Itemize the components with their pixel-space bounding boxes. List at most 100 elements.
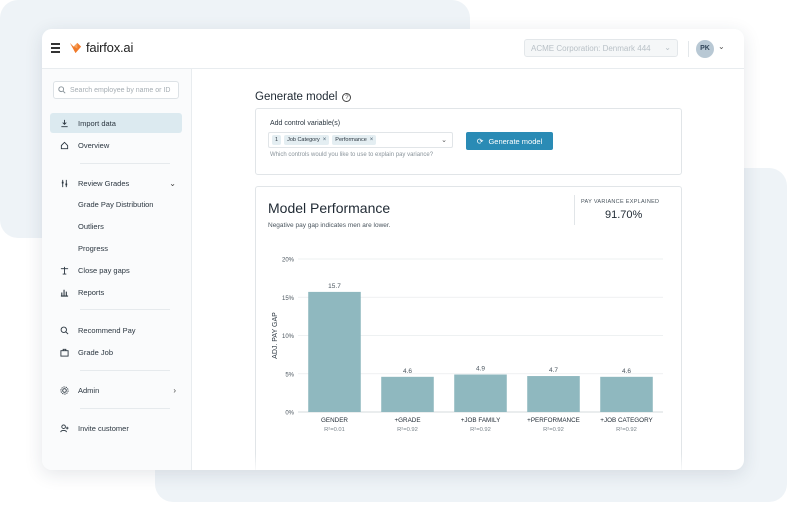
selection-count-badge: 1 bbox=[272, 135, 282, 145]
sidebar-item-admin[interactable]: Admin › bbox=[50, 380, 182, 400]
model-performance-card: Model Performance Negative pay gap indic… bbox=[255, 186, 682, 470]
generate-model-button-label: Generate model bbox=[488, 136, 543, 146]
y-tick-label: 5% bbox=[285, 372, 294, 378]
organization-select[interactable]: ACME Corporation: Denmark 444 ⌄ bbox=[524, 39, 678, 57]
help-icon[interactable]: ? bbox=[342, 92, 352, 102]
data-label: 15.7 bbox=[328, 283, 341, 290]
home-icon bbox=[60, 141, 69, 149]
sidebar-item-label: Review Grades bbox=[78, 178, 130, 188]
model-performance-subtitle: Negative pay gap indicates men are lower… bbox=[268, 222, 391, 229]
model-performance-title: Model Performance bbox=[268, 200, 391, 216]
close-icon[interactable]: × bbox=[369, 137, 374, 143]
top-bar: fairfox.ai ACME Corporation: Denmark 444… bbox=[42, 29, 744, 69]
fox-logo-icon bbox=[69, 42, 82, 54]
sidebar-item-reports[interactable]: Reports bbox=[50, 282, 182, 302]
close-icon[interactable]: × bbox=[322, 137, 327, 143]
sidebar-item-label: Grade Job bbox=[78, 347, 114, 357]
data-label: 4.9 bbox=[476, 366, 485, 373]
sidebar: Search employee by name or ID Import dat… bbox=[42, 69, 192, 470]
chip-performance: Performance × bbox=[332, 135, 377, 145]
sidebar-item-label: Invite customer bbox=[78, 423, 129, 433]
divider bbox=[80, 370, 170, 371]
sidebar-item-label: Admin bbox=[78, 385, 100, 395]
x-tick-label: +JOB FAMILY bbox=[461, 417, 501, 424]
app-window: fairfox.ai ACME Corporation: Denmark 444… bbox=[42, 29, 744, 470]
scale-icon bbox=[60, 266, 69, 275]
x-tick-label: +PERFORMANCE bbox=[527, 417, 580, 424]
bar bbox=[308, 291, 361, 412]
chevron-down-icon[interactable]: ⌄ bbox=[718, 42, 725, 51]
sidebar-item-close-pay-gaps[interactable]: Close pay gaps bbox=[50, 260, 182, 280]
chip-job-category: Job Category × bbox=[284, 135, 330, 145]
chevron-down-icon[interactable]: ⌄ bbox=[441, 137, 447, 144]
sidebar-item-review-grades[interactable]: Review Grades ⌄ bbox=[50, 173, 182, 193]
control-variables-panel: Add control variable(s) 1 Job Category ×… bbox=[255, 108, 682, 175]
r-squared-label: R²=0.92 bbox=[616, 427, 637, 433]
main-content: Generate model ? Add control variable(s)… bbox=[193, 69, 744, 470]
r-squared-label: R²=0.92 bbox=[397, 427, 418, 433]
divider bbox=[80, 163, 170, 164]
y-tick-label: 0% bbox=[285, 411, 294, 417]
sidebar-subitem-progress[interactable]: Progress bbox=[78, 244, 109, 253]
organization-select-value: ACME Corporation: Denmark 444 bbox=[531, 44, 651, 53]
data-label: 4.7 bbox=[549, 367, 558, 374]
money-search-icon bbox=[60, 326, 69, 334]
download-icon bbox=[61, 119, 68, 127]
generate-model-button[interactable]: ⟳ Generate model bbox=[466, 132, 553, 150]
control-variables-label: Add control variable(s) bbox=[270, 120, 341, 127]
r-squared-label: R²=0.92 bbox=[470, 427, 491, 433]
sliders-icon bbox=[61, 179, 68, 187]
r-squared-label: R²=0.01 bbox=[324, 427, 345, 433]
briefcase-icon bbox=[60, 348, 69, 357]
avatar[interactable]: PK bbox=[696, 40, 714, 58]
sidebar-item-label: Reports bbox=[78, 287, 105, 297]
logo[interactable]: fairfox.ai bbox=[68, 40, 133, 55]
sidebar-item-invite-customer[interactable]: Invite customer bbox=[50, 418, 182, 438]
sidebar-subitem-grade-pay-distribution[interactable]: Grade Pay Distribution bbox=[78, 200, 154, 209]
add-user-icon bbox=[60, 423, 69, 432]
generate-model-heading: Generate model ? bbox=[255, 91, 352, 103]
sidebar-item-label: Overview bbox=[78, 140, 110, 150]
bar-chart-icon bbox=[60, 289, 69, 297]
x-tick-label: +GRADE bbox=[394, 417, 420, 424]
sidebar-item-label: Recommend Pay bbox=[78, 325, 136, 335]
sidebar-item-overview[interactable]: Overview bbox=[50, 135, 182, 155]
divider bbox=[80, 408, 170, 409]
sidebar-item-import-data[interactable]: Import data bbox=[50, 113, 182, 133]
x-tick-label: +JOB CATEGORY bbox=[600, 417, 653, 424]
y-axis-label: ADJ. PAY GAP bbox=[272, 312, 279, 359]
bar bbox=[527, 376, 580, 412]
scroll-fade bbox=[255, 454, 682, 470]
refresh-icon: ⟳ bbox=[476, 136, 484, 146]
sidebar-item-label: Import data bbox=[78, 118, 116, 128]
search-icon bbox=[58, 86, 66, 94]
chip-label: Job Category bbox=[287, 137, 320, 143]
control-variables-hint: Which controls would you like to use to … bbox=[270, 152, 434, 158]
adj-pay-gap-chart: 0% 5% 10% 15% 20% ADJ. PAY GAP 15.7 GENDER R²=0.… bbox=[272, 258, 663, 433]
sidebar-item-label: Close pay gaps bbox=[78, 265, 130, 275]
divider bbox=[80, 309, 170, 310]
divider bbox=[688, 41, 689, 57]
search-input[interactable]: Search employee by name or ID bbox=[53, 81, 179, 99]
gear-icon bbox=[60, 385, 69, 395]
y-tick-label: 20% bbox=[282, 258, 295, 264]
sidebar-item-grade-job[interactable]: Grade Job bbox=[50, 342, 182, 362]
y-tick-label: 15% bbox=[282, 296, 295, 302]
chevron-down-icon: ⌄ bbox=[664, 43, 671, 52]
bar bbox=[381, 376, 434, 412]
sidebar-item-recommend-pay[interactable]: Recommend Pay bbox=[50, 320, 182, 340]
y-tick-label: 10% bbox=[282, 334, 295, 340]
data-label: 4.6 bbox=[622, 368, 631, 375]
search-placeholder: Search employee by name or ID bbox=[70, 87, 171, 94]
chevron-right-icon: › bbox=[173, 386, 176, 395]
pay-variance-label: PAY VARIANCE EXPLAINED bbox=[581, 199, 660, 205]
control-variables-select[interactable]: 1 Job Category × Performance × ⌄ bbox=[268, 132, 453, 148]
bar bbox=[600, 376, 653, 412]
menu-icon[interactable] bbox=[51, 43, 61, 53]
pay-variance-value: 91.70% bbox=[605, 209, 643, 221]
chevron-down-icon: ⌄ bbox=[169, 179, 176, 188]
pay-variance-explained: PAY VARIANCE EXPLAINED 91.70% bbox=[574, 195, 674, 225]
page-title: Generate model bbox=[255, 91, 338, 103]
bar bbox=[454, 374, 507, 412]
sidebar-subitem-outliers[interactable]: Outliers bbox=[78, 222, 104, 231]
